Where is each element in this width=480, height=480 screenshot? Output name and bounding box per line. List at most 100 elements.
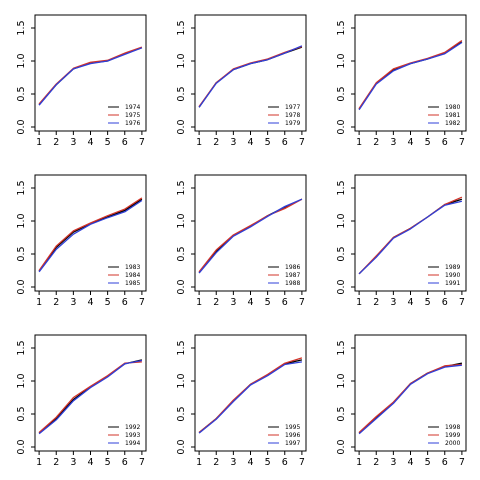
x-tick-label: 5	[105, 297, 111, 308]
x-tick-label: 7	[459, 297, 465, 308]
y-tick-label: 1.0	[336, 53, 347, 68]
x-tick-label: 6	[442, 297, 448, 308]
legend-label: 1985	[125, 280, 140, 287]
legend-label: 1992	[125, 424, 140, 431]
y-tick-label: 0.0	[336, 279, 347, 294]
legend-label: 1983	[125, 264, 140, 271]
y-tick-label: 1.0	[336, 373, 347, 388]
x-tick-label: 3	[390, 297, 396, 308]
y-tick-label: 0.5	[16, 246, 27, 261]
legend-label: 1979	[285, 120, 300, 127]
series-line-1998	[358, 362, 463, 434]
x-tick-label: 4	[247, 297, 253, 308]
x-tick-label: 3	[70, 457, 76, 468]
y-tick-label: 1.5	[16, 340, 27, 355]
legend-label: 1977	[285, 104, 300, 111]
y-tick-label: 1.0	[176, 213, 187, 228]
x-tick-label: 5	[265, 297, 271, 308]
x-tick-label: 1	[36, 457, 42, 468]
x-tick-label: 2	[213, 457, 219, 468]
y-tick-label: 0.5	[336, 406, 347, 421]
x-tick-label: 3	[390, 137, 396, 148]
legend-label: 1994	[125, 440, 140, 447]
x-tick-label: 4	[407, 137, 413, 148]
legend-label: 1980	[445, 104, 460, 111]
x-tick-label: 3	[70, 297, 76, 308]
x-tick-label: 7	[299, 137, 305, 148]
x-tick-label: 4	[407, 297, 413, 308]
y-tick-label: 0.5	[176, 406, 187, 421]
x-tick-label: 4	[407, 457, 413, 468]
y-tick-label: 1.0	[16, 53, 27, 68]
legend-label: 1998	[445, 424, 460, 431]
series-line-1984	[38, 197, 143, 271]
x-tick-label: 7	[139, 137, 145, 148]
y-tick-label: 1.5	[176, 180, 187, 195]
series-line-1977	[198, 46, 303, 108]
x-tick-label: 1	[356, 137, 362, 148]
x-tick-label: 2	[53, 297, 59, 308]
legend-label: 1975	[125, 112, 140, 119]
y-tick-label: 0.0	[16, 119, 27, 134]
y-tick-label: 1.5	[336, 20, 347, 35]
y-tick-label: 1.5	[336, 340, 347, 355]
series-line-1988	[198, 198, 303, 274]
legend-label: 1984	[125, 272, 140, 279]
legend-label: 1997	[285, 440, 300, 447]
x-tick-label: 4	[87, 457, 93, 468]
x-tick-label: 6	[122, 137, 128, 148]
x-tick-label: 4	[87, 297, 93, 308]
legend-label: 1991	[445, 280, 460, 287]
x-tick-label: 6	[282, 297, 288, 308]
x-tick-label: 6	[122, 457, 128, 468]
y-tick-label: 0.5	[16, 406, 27, 421]
x-tick-label: 2	[53, 137, 59, 148]
x-tick-label: 4	[87, 137, 93, 148]
series-line-1999	[358, 363, 462, 433]
y-tick-label: 1.0	[176, 373, 187, 388]
x-tick-label: 6	[122, 297, 128, 308]
y-tick-label: 0.0	[176, 119, 187, 134]
legend-label: 1999	[445, 432, 460, 439]
y-tick-label: 1.5	[176, 340, 187, 355]
x-tick-label: 1	[36, 137, 42, 148]
x-tick-label: 2	[53, 457, 59, 468]
series-line-1986	[198, 198, 303, 273]
y-tick-label: 0.5	[336, 86, 347, 101]
legend-label: 1995	[285, 424, 300, 431]
x-tick-label: 3	[230, 457, 236, 468]
y-tick-label: 1.0	[16, 213, 27, 228]
series-line-1981	[358, 39, 463, 109]
legend-label: 1990	[445, 272, 460, 279]
series-line-1989	[358, 198, 463, 275]
y-tick-label: 0.5	[16, 86, 27, 101]
series-line-1985	[38, 199, 143, 273]
y-tick-label: 1.0	[176, 53, 187, 68]
x-tick-label: 5	[105, 137, 111, 148]
x-tick-label: 7	[459, 457, 465, 468]
x-tick-label: 7	[299, 457, 305, 468]
x-tick-label: 6	[442, 457, 448, 468]
y-tick-label: 0.0	[336, 119, 347, 134]
series-line-1987	[198, 198, 303, 273]
x-tick-label: 5	[265, 137, 271, 148]
x-tick-label: 7	[299, 297, 305, 308]
legend-label: 1986	[285, 264, 300, 271]
series-line-1975	[38, 46, 143, 105]
x-tick-label: 3	[390, 457, 396, 468]
y-tick-label: 0.0	[16, 279, 27, 294]
y-tick-label: 0.0	[176, 279, 187, 294]
x-tick-label: 1	[356, 457, 362, 468]
legend-label: 2000	[445, 440, 460, 447]
